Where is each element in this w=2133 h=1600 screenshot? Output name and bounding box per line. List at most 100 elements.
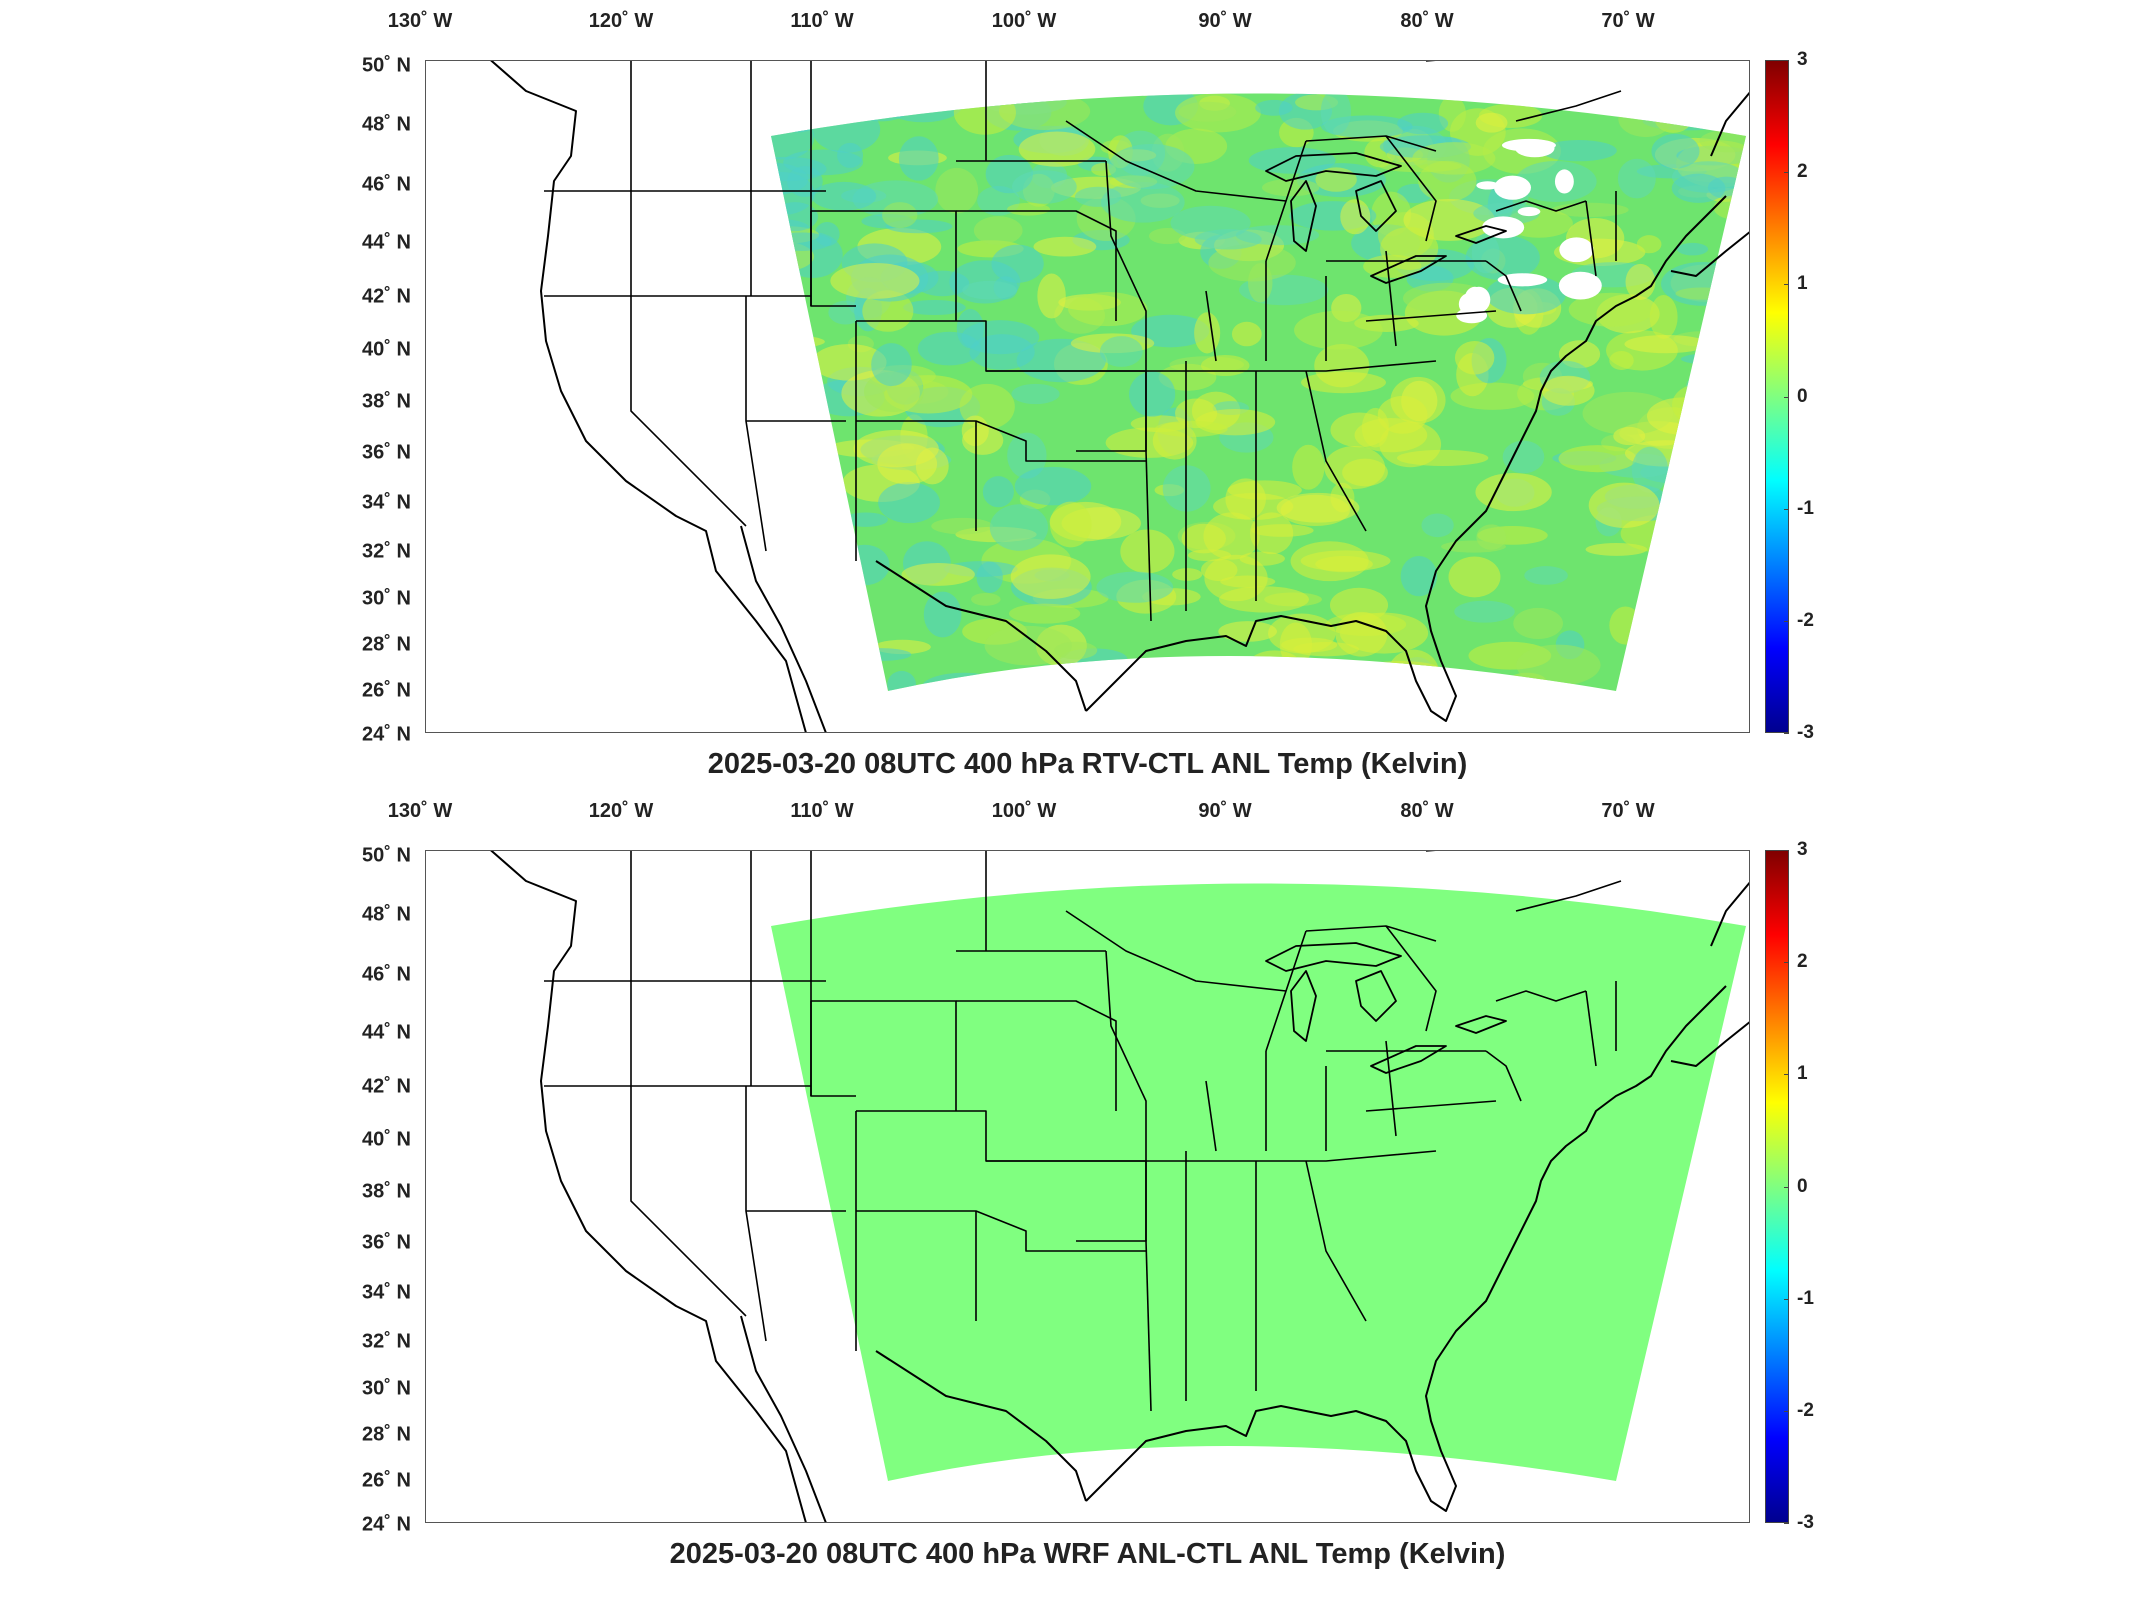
anomaly-patch [771,156,827,182]
anomaly-patch [1011,170,1077,204]
anomaly-patch [811,181,877,211]
anomaly-patch [855,102,924,115]
anomaly-patch [771,315,812,354]
missing-data-patch [1497,273,1548,287]
state-border [1065,120,1287,202]
anomaly-patch [1502,440,1545,474]
longitude-tick-label: 120˚ W [588,800,654,822]
state-border [810,210,957,321]
longitude-tick-label: 130˚ W [387,800,453,822]
anomaly-patch [1009,603,1081,624]
latitude-tick-label: 44˚ N [362,231,411,254]
panel-wrf-anl-ctl: 130˚ W 120˚ W 110˚ W 100˚ W 90˚ W 80˚ W 70˚ W … [0,790,2133,1590]
state-border [1515,90,1622,122]
state-border [1145,1240,1152,1412]
anomaly-patch [1321,670,1368,689]
anomaly-patch [1636,235,1662,254]
model-domain-field [771,883,1746,1481]
state-border [1065,910,1287,992]
great-lake-outline [1265,152,1402,182]
anomaly-patch [1400,555,1438,597]
latitude-tick-label: 44˚ N [362,1021,411,1044]
map-svg-rtv-ctl [490,61,1749,732]
anomaly-patch [962,280,1018,300]
missing-data-patch [1467,286,1491,313]
anomaly-patch [1276,492,1360,523]
state-border [975,1210,1146,1252]
latitude-tick-label: 38˚ N [362,1180,411,1203]
anomaly-patch [1178,101,1237,122]
anomaly-patch [1618,100,1673,138]
anomaly-patch [1294,310,1383,350]
anomaly-patch [789,366,817,390]
anomaly-patch [1101,181,1185,223]
anomaly-patch [1476,524,1507,550]
state-border [1585,990,1597,1067]
anomaly-patch [1677,242,1709,256]
missing-data-patch [1494,175,1531,200]
political-boundaries [490,61,1749,732]
anomaly-patch [1301,371,1386,394]
anomaly-patch [1658,661,1696,691]
anomaly-patch [982,476,1014,508]
anomaly-patch [1037,273,1066,319]
colorbar-tick-label: -3 [1797,722,1814,743]
anomaly-patch [1194,312,1221,354]
anomaly-patch [1244,650,1305,691]
anomaly-patch [779,119,815,133]
longitude-tick-label: 70˚ W [1601,800,1655,822]
anomaly-patch [1172,568,1203,581]
colorbar-tick-mark [1784,60,1789,61]
great-lake-outline [1290,970,1317,1042]
anomaly-patch [1335,611,1388,657]
anomaly-patch [976,561,1003,593]
latitude-tick-label: 30˚ N [362,1377,411,1400]
longitude-tick-label: 100˚ W [991,800,1057,822]
colorbar-tick-label: 3 [1797,49,1808,70]
missing-data-patch [1554,169,1574,194]
great-lake-outline [1370,255,1447,284]
great-lake-outline [1370,1045,1447,1074]
latitude-tick-label: 50˚ N [362,844,411,867]
state-border [1105,950,1147,1241]
latitude-tick-label: 48˚ N [362,903,411,926]
anomaly-patch [1448,556,1501,598]
panel-title-wrf-anl-ctl: 2025-03-20 08UTC 400 hPa WRF ANL-CTL ANL… [669,1538,1506,1570]
anomaly-patch [923,591,962,638]
anomaly-patch [1218,621,1277,642]
anomaly-patch [1617,158,1656,199]
anomaly-patch [953,93,1016,135]
anomaly-patch [1079,661,1152,690]
state-border [1385,250,1397,347]
anomaly-patch [1475,112,1508,133]
longitude-tick-label: 90˚ W [1198,10,1252,32]
anomaly-patch [1631,446,1669,493]
anomaly-patch [1674,579,1717,595]
state-border [745,1086,767,1342]
state-border [630,1086,747,1317]
anomaly-patch [1694,443,1722,457]
state-border [1495,990,1587,1002]
latitude-tick-label: 40˚ N [362,338,411,361]
anomaly-patch [1513,607,1563,640]
latitude-tick-label: 28˚ N [362,633,411,656]
anomaly-patch [871,343,912,387]
anomaly-patch [848,97,918,118]
missing-data-patch [1517,207,1541,217]
anomaly-patch [771,370,798,411]
colorbar-tick-mark [1784,733,1789,734]
anomaly-patch [1675,287,1729,300]
state-border [1515,880,1622,912]
anomaly-patch [1340,199,1371,235]
longitude-tick-label: 130˚ W [387,10,453,32]
state-border [630,296,747,527]
anomaly-patch [1181,523,1226,554]
colorbar-tick-mark [1784,396,1789,398]
colorbar-tick-label: 2 [1797,951,1808,973]
longitude-tick-label: 120˚ W [588,10,654,32]
coastline [490,851,807,1522]
anomaly-patch [903,299,966,316]
coastline [875,1350,1087,1502]
latitude-tick-label: 30˚ N [362,587,411,610]
